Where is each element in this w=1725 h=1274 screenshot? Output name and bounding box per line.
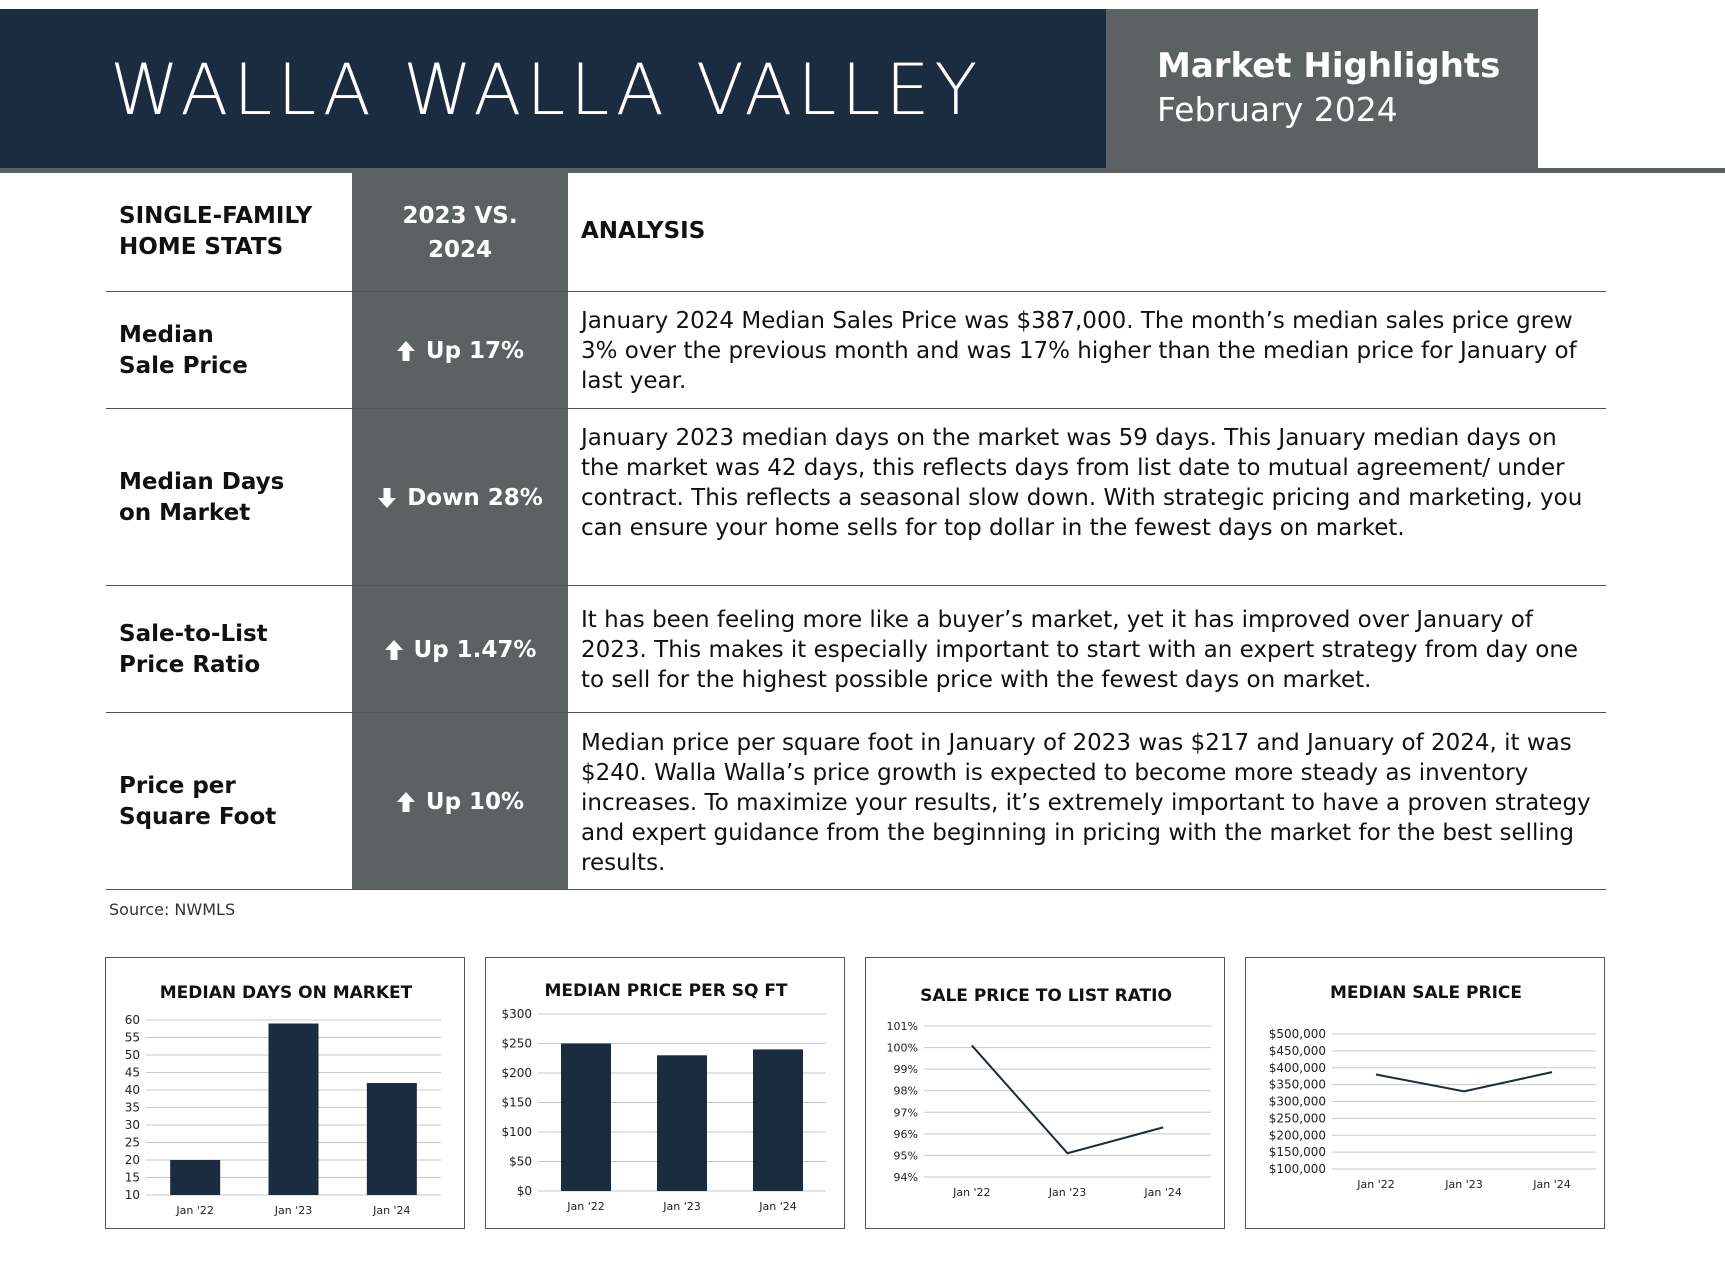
- chart-svg-median-sale-price: MEDIAN SALE PRICE $100,000 $150,000 $200,00…: [1269, 983, 1596, 1191]
- y-tick-label: 25: [125, 1136, 140, 1150]
- y-tick-label: $400,000: [1269, 1061, 1326, 1075]
- change-median-days-on-market: Down 28%: [352, 478, 568, 518]
- source-note: Source: NWMLS: [109, 900, 236, 919]
- header-banner: [0, 9, 1106, 169]
- y-tick-label: 15: [125, 1171, 140, 1185]
- y-tick-label: 98%: [894, 1085, 918, 1098]
- y-tick-label: $200: [501, 1066, 532, 1080]
- bar: [170, 1160, 221, 1195]
- stat-label-median-days-on-market: Median Days on Market: [119, 469, 285, 526]
- y-tick-label: $100,000: [1269, 1162, 1326, 1176]
- y-tick-label: 94%: [894, 1171, 918, 1184]
- analysis-price-per-square-foot: Median price per square foot in January …: [581, 730, 1591, 876]
- table-divider: [106, 712, 1606, 713]
- analysis-median-sale-price: January 2024 Median Sales Price was $387…: [581, 308, 1577, 394]
- y-tick-label: 60: [125, 1013, 140, 1027]
- chart-median-price-per-sqft: MEDIAN PRICE PER SQ FT $0 $50 $100 $150 $200 $…: [485, 957, 845, 1229]
- bar: [657, 1055, 707, 1191]
- bar: [753, 1049, 803, 1191]
- y-tick-label: 50: [125, 1048, 140, 1062]
- arrow-down-icon: [378, 488, 397, 508]
- chart-title: MEDIAN SALE PRICE: [1330, 983, 1522, 1003]
- y-tick-label: 97%: [894, 1106, 918, 1119]
- y-tick-label: 100%: [887, 1042, 918, 1055]
- y-tick-label: 40: [125, 1083, 140, 1097]
- table-divider: [106, 585, 1606, 586]
- chart-sale-price-to-list-ratio: SALE PRICE TO LIST RATIO 94% 95% 96% 97% 98% 9…: [865, 957, 1225, 1229]
- x-tick-label: Jan '22: [1356, 1178, 1394, 1191]
- x-tick-label: Jan '22: [952, 1186, 990, 1199]
- chart-svg-price-per-sqft: MEDIAN PRICE PER SQ FT $0 $50 $100 $150 $200 $…: [501, 981, 826, 1213]
- arrow-up-icon: [396, 792, 415, 812]
- comparison-column-header: 2023 VS. 2024: [402, 203, 518, 263]
- y-tick-label: $0: [517, 1184, 532, 1198]
- stat-label-median-sale-price: Median Sale Price: [119, 322, 248, 379]
- change-price-per-square-foot: Up 10%: [352, 782, 568, 822]
- y-tick-label: 99%: [894, 1063, 918, 1076]
- table-divider: [106, 291, 1606, 292]
- chart-title: SALE PRICE TO LIST RATIO: [920, 986, 1172, 1006]
- x-tick-label: Jan '23: [1048, 1186, 1086, 1199]
- x-tick-label: Jan '24: [372, 1204, 410, 1217]
- change-median-sale-price: Up 17%: [352, 331, 568, 371]
- y-tick-label: 95%: [894, 1149, 918, 1162]
- x-tick-label: Jan '24: [1143, 1186, 1181, 1199]
- y-tick-label: $450,000: [1269, 1044, 1326, 1058]
- table-divider: [106, 408, 1606, 409]
- highlights-panel: [1106, 9, 1538, 169]
- change-sale-to-list-ratio: Up 1.47%: [352, 630, 568, 670]
- series-line: [971, 1044, 1164, 1155]
- x-tick-label: Jan '22: [175, 1204, 213, 1217]
- stat-label-price-per-square-foot: Price per Square Foot: [119, 773, 277, 830]
- x-tick-label: Jan '23: [662, 1200, 700, 1213]
- highlights-title: Market Highlights: [1157, 46, 1501, 86]
- analysis-median-days-on-market: January 2023 median days on the market w…: [581, 425, 1583, 541]
- bar: [268, 1023, 319, 1195]
- y-tick-label: $150,000: [1269, 1145, 1326, 1159]
- analysis-column-header: ANALYSIS: [581, 218, 706, 244]
- y-tick-label: $250: [501, 1037, 532, 1051]
- y-tick-label: 30: [125, 1118, 140, 1132]
- series-line: [1375, 1071, 1553, 1093]
- y-tick-label: 101%: [887, 1020, 918, 1033]
- x-tick-label: Jan '23: [274, 1204, 312, 1217]
- y-tick-label: $300: [501, 1007, 532, 1021]
- y-tick-label: $500,000: [1269, 1027, 1326, 1041]
- y-tick-label: 45: [125, 1066, 140, 1080]
- x-tick-label: Jan '24: [1532, 1178, 1570, 1191]
- y-tick-label: 20: [125, 1153, 140, 1167]
- y-tick-label: $200,000: [1269, 1128, 1326, 1142]
- chart-median-sale-price: MEDIAN SALE PRICE $100,000 $150,000 $200,00…: [1245, 957, 1605, 1229]
- stat-label-sale-to-list-ratio: Sale-to-List Price Ratio: [119, 621, 268, 678]
- x-tick-label: Jan '23: [1444, 1178, 1482, 1191]
- y-tick-label: 96%: [894, 1128, 918, 1141]
- y-tick-label: $50: [509, 1155, 532, 1169]
- arrow-up-icon: [396, 341, 415, 361]
- y-tick-label: $350,000: [1269, 1078, 1326, 1092]
- y-tick-label: $250,000: [1269, 1111, 1326, 1125]
- y-tick-label: 35: [125, 1101, 140, 1115]
- y-tick-label: $300,000: [1269, 1095, 1326, 1109]
- y-tick-label: 55: [125, 1031, 140, 1045]
- bar: [366, 1083, 417, 1195]
- comparison-column: [352, 173, 568, 889]
- x-tick-label: Jan '22: [566, 1200, 604, 1213]
- y-tick-label: 10: [125, 1188, 140, 1202]
- y-tick-label: $150: [501, 1096, 532, 1110]
- arrow-up-icon: [384, 640, 403, 660]
- chart-title: MEDIAN DAYS ON MARKET: [160, 983, 413, 1003]
- page-title: WALLA WALLA VALLEY: [110, 49, 983, 131]
- chart-median-days-on-market: MEDIAN DAYS ON MARKET 10 15 20 25 30 35 40 45 50 5…: [105, 957, 465, 1229]
- chart-svg-median-days: MEDIAN DAYS ON MARKET 10 15 20 25 30 35 40 45 50 5…: [125, 983, 441, 1217]
- y-tick-label: $100: [501, 1125, 532, 1139]
- analysis-sale-to-list-ratio: It has been feeling more like a buyer’s …: [581, 607, 1579, 693]
- x-tick-label: Jan '24: [758, 1200, 796, 1213]
- stats-column-header: SINGLE-FAMILY HOME STATS: [119, 203, 313, 260]
- chart-title: MEDIAN PRICE PER SQ FT: [544, 981, 787, 1001]
- header-divider: [0, 168, 1725, 173]
- chart-svg-sale-to-list: SALE PRICE TO LIST RATIO 94% 95% 96% 97% 98% 9…: [887, 986, 1211, 1199]
- bar: [561, 1043, 611, 1191]
- highlights-date: February 2024: [1157, 90, 1398, 129]
- table-divider: [106, 889, 1606, 890]
